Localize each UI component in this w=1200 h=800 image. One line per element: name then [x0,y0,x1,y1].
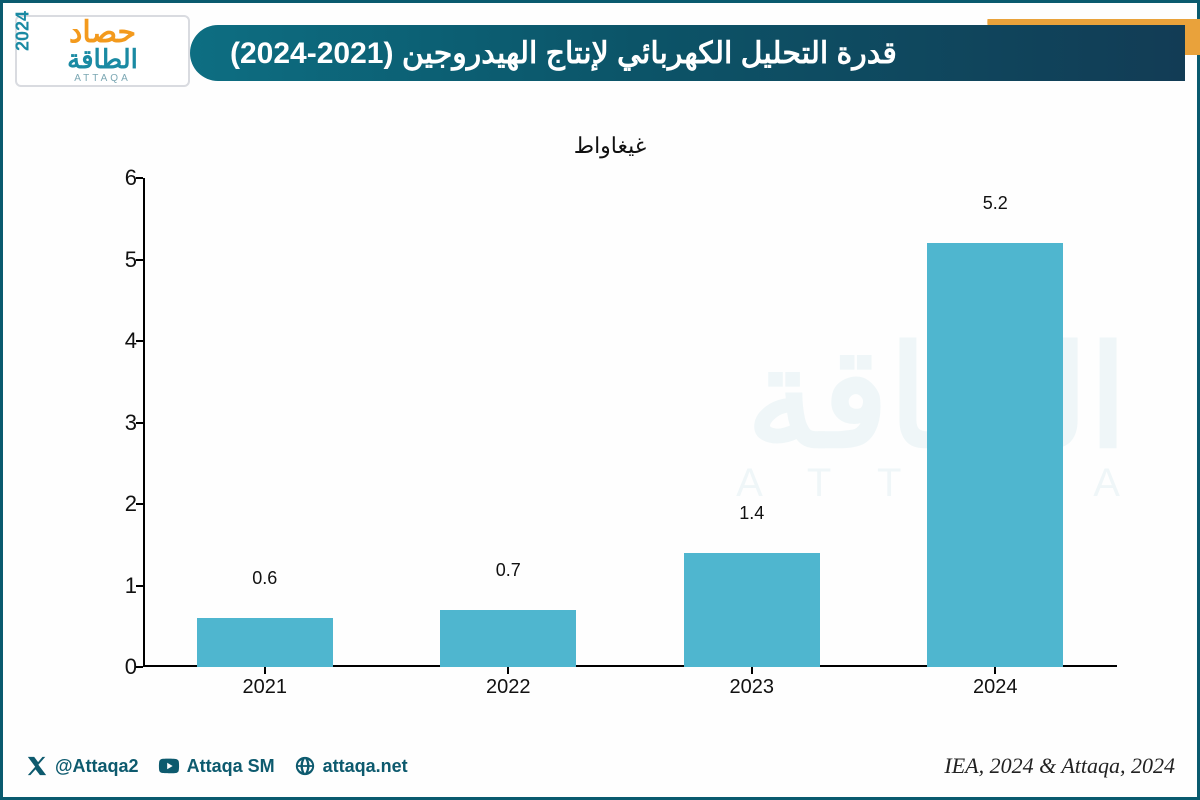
x-tick-label: 2023 [730,676,775,699]
bar [684,553,820,667]
y-tick-label: 6 [97,165,137,191]
y-tick-label: 0 [97,654,137,680]
social-youtube-label: Attaqa SM [187,756,275,777]
y-tick-label: 1 [97,573,137,599]
logo-sub: ATTAQA [74,73,131,84]
x-tick-mark [751,667,753,674]
header: 2024 حصاد الطاقة ATTAQA قدرة التحليل الك… [15,15,1185,87]
bar-value-label: 0.6 [252,568,277,593]
y-tick-mark [136,666,143,668]
social-x-handle: @Attaqa2 [55,756,139,777]
logo-line2: الطاقة [67,44,138,74]
bar-value-label: 1.4 [739,503,764,528]
x-tick-label: 2021 [243,676,288,699]
page: 2024 حصاد الطاقة ATTAQA قدرة التحليل الك… [0,0,1200,800]
y-tick-label: 4 [97,328,137,354]
y-tick-mark [136,340,143,342]
bar [927,243,1063,667]
chart: غيغاواط 0.6 0.7 1.4 5.2 0 1 2 3 4 5 6 2021 2022 2023… [93,133,1127,707]
social-web-label: attaqa.net [323,756,408,777]
bar [440,610,576,667]
x-tick-mark [264,667,266,674]
social-youtube[interactable]: Attaqa SM [157,754,275,778]
x-tick-label: 2024 [973,676,1018,699]
y-tick-label: 5 [97,247,137,273]
y-tick-mark [136,503,143,505]
x-tick-mark [507,667,509,674]
title-pill: قدرة التحليل الكهربائي لإنتاج الهيدروجين… [190,25,1185,81]
plot-area: 0.60.71.45.2 01234562021202220232024 [143,178,1117,667]
y-tick-label: 3 [97,410,137,436]
x-tick-label: 2022 [486,676,531,699]
social-x[interactable]: @Attaqa2 [25,754,139,778]
bar [197,618,333,667]
y-tick-mark [136,585,143,587]
y-tick-mark [136,259,143,261]
data-source: IEA, 2024 & Attaqa, 2024 [944,753,1175,779]
y-tick-mark [136,422,143,424]
y-tick-label: 2 [97,491,137,517]
brand-logo: 2024 حصاد الطاقة ATTAQA [15,15,190,87]
x-icon [25,754,49,778]
social-links: @Attaqa2 Attaqa SM attaqa.net [25,754,408,778]
bar-value-label: 5.2 [983,193,1008,218]
y-tick-mark [136,177,143,179]
footer: @Attaqa2 Attaqa SM attaqa.net IEA, 2024 … [15,745,1185,787]
x-tick-mark [994,667,996,674]
logo-year: 2024 [13,11,34,51]
bars-layer: 0.6 0.7 1.4 5.2 [143,178,1117,667]
page-title: قدرة التحليل الكهربائي لإنتاج الهيدروجين… [230,36,897,71]
youtube-icon [157,754,181,778]
chart-subtitle: غيغاواط [574,133,647,159]
globe-icon [293,754,317,778]
title-bar: قدرة التحليل الكهربائي لإنتاج الهيدروجين… [190,21,1175,81]
social-web[interactable]: attaqa.net [293,754,408,778]
bar-value-label: 0.7 [496,560,521,585]
